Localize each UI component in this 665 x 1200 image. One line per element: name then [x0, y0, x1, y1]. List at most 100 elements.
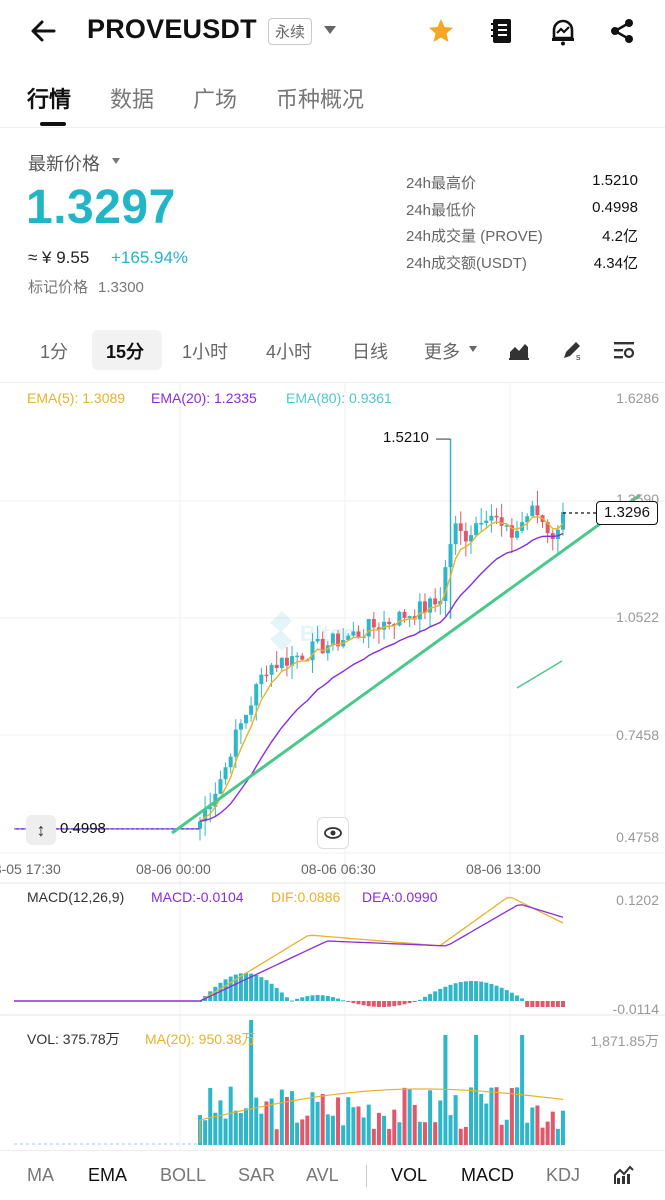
indicator-vol[interactable]: VOL [391, 1165, 428, 1185]
macd-histogram-bar [264, 980, 269, 1001]
visibility-eye-icon[interactable] [317, 817, 349, 849]
candle-body [474, 523, 479, 536]
candle-body [290, 656, 295, 666]
volume-bar [336, 1097, 341, 1145]
interval-4h[interactable]: 4小时 [266, 342, 313, 362]
candle-body [525, 516, 530, 523]
candle-body [208, 806, 213, 810]
volume-bar [376, 1112, 381, 1145]
volume-bar [356, 1106, 361, 1145]
macd-histogram-bar [443, 986, 448, 1001]
indicator-kdj[interactable]: KDJ [546, 1165, 581, 1185]
volume-bar [484, 1103, 489, 1145]
interval-more[interactable]: 更多 [424, 342, 460, 362]
back-arrow-icon[interactable] [28, 16, 58, 46]
macd-histogram-bar [458, 982, 463, 1001]
macd-histogram-bar [474, 981, 479, 1001]
tab-square[interactable]: 广场 [193, 87, 238, 112]
volume-bar [330, 1115, 335, 1145]
macd-histogram-bar [249, 973, 254, 1001]
volume-bar [295, 1122, 300, 1145]
macd-histogram-bar [300, 997, 305, 1001]
scale-toggle-icon[interactable]: ↕ [26, 815, 56, 845]
volume-bar [402, 1087, 407, 1145]
volume-bar [346, 1097, 351, 1145]
volume-bar [208, 1087, 213, 1145]
notebook-icon[interactable] [487, 16, 517, 46]
macd-histogram-bar [341, 1000, 346, 1002]
candle-body [499, 517, 504, 526]
candle-body [295, 655, 300, 658]
volume-bar [382, 1115, 387, 1145]
symbol-dropdown-icon[interactable] [324, 26, 336, 34]
vol-ma20-value: MA(20): 950.38万 [145, 1031, 256, 1047]
macd-histogram-bar [356, 1001, 361, 1005]
macd-histogram-bar [290, 1000, 295, 1002]
indicator-ma[interactable]: MA [27, 1165, 54, 1185]
indicator-boll[interactable]: BOLL [160, 1165, 207, 1185]
tab-data[interactable]: 数据 [110, 87, 155, 112]
macd-histogram-bar [279, 992, 284, 1001]
volume-bar [238, 1113, 243, 1145]
indicator-settings-icon[interactable] [612, 1163, 636, 1187]
vol-value: VOL: 375.78万 [27, 1031, 120, 1047]
share-icon[interactable] [607, 16, 637, 46]
interval-daily[interactable]: 日线 [352, 342, 388, 362]
chart-canvas[interactable]: Bitget [0, 383, 665, 1151]
kline-chart[interactable]: Bitget EMA(5): 1.3089 EMA(20): 1.2335 EM… [0, 382, 665, 1151]
candle-body [468, 535, 473, 542]
volume-bar [264, 1101, 269, 1145]
macd-histogram-bar [346, 1001, 351, 1002]
indicator-ema[interactable]: EMA [88, 1165, 128, 1185]
ema20-legend: EMA(20): 1.2335 [151, 390, 257, 406]
volume-bar [509, 1088, 514, 1145]
candle-body [412, 616, 417, 620]
indicator-avl[interactable]: AVL [306, 1165, 339, 1185]
macd-histogram-bar [448, 984, 453, 1001]
dea-line [199, 904, 564, 1002]
candle-body [320, 638, 325, 654]
volume-bar [269, 1098, 274, 1145]
volume-bar [479, 1093, 484, 1145]
macd-histogram-bar [274, 987, 279, 1001]
latest-price-dropdown-icon[interactable] [112, 158, 120, 164]
volume-bar [254, 1097, 259, 1145]
draw-tool-icon[interactable]: s [560, 338, 584, 362]
indicator-sar[interactable]: SAR [238, 1165, 276, 1185]
interval-1m[interactable]: 1分 [40, 342, 69, 362]
tab-coin-overview[interactable]: 币种概况 [276, 87, 365, 112]
macd-histogram-bar [438, 988, 443, 1001]
tab-market[interactable]: 行情 [27, 87, 72, 112]
star-icon[interactable] [426, 16, 456, 46]
mark-price-value: 1.3300 [98, 279, 144, 296]
cny-price: ≈ ¥ 9.55 [28, 248, 90, 267]
x-tick: 08-06 13:00 [466, 861, 541, 877]
macd-histogram-bar [525, 1001, 530, 1007]
macd-histogram-bar [489, 983, 494, 1001]
volume-bar [535, 1105, 540, 1145]
chart-type-icon[interactable] [507, 338, 531, 362]
volume-bar [525, 1122, 530, 1145]
candle-body [315, 638, 320, 642]
indicator-macd[interactable]: MACD [461, 1165, 514, 1185]
settings-sliders-icon[interactable] [612, 338, 636, 362]
interval-1h[interactable]: 1小时 [182, 342, 229, 362]
symbol-title[interactable]: PROVEUSDT [87, 14, 257, 44]
candle-body [417, 601, 422, 620]
macd-histogram-bar [254, 974, 259, 1001]
active-tab-indicator [40, 122, 66, 126]
top-header: PROVEUSDT 永续 [0, 0, 665, 62]
volume-bar [407, 1088, 412, 1145]
volume-bar [443, 1035, 448, 1145]
macd-histogram-bar [392, 1001, 397, 1007]
volume-bar [361, 1117, 366, 1145]
interval-15m[interactable]: 15分 [106, 342, 145, 362]
volume-bar [494, 1087, 499, 1145]
alert-bell-icon[interactable] [548, 16, 578, 46]
stat-row: 24h最低价 0.4998 [406, 199, 638, 226]
macd-histogram-bar [545, 1001, 550, 1007]
latest-price-label[interactable]: 最新价格 [28, 154, 100, 174]
candle-body [387, 621, 392, 625]
volume-bar [438, 1100, 443, 1145]
candle-body [249, 705, 254, 715]
